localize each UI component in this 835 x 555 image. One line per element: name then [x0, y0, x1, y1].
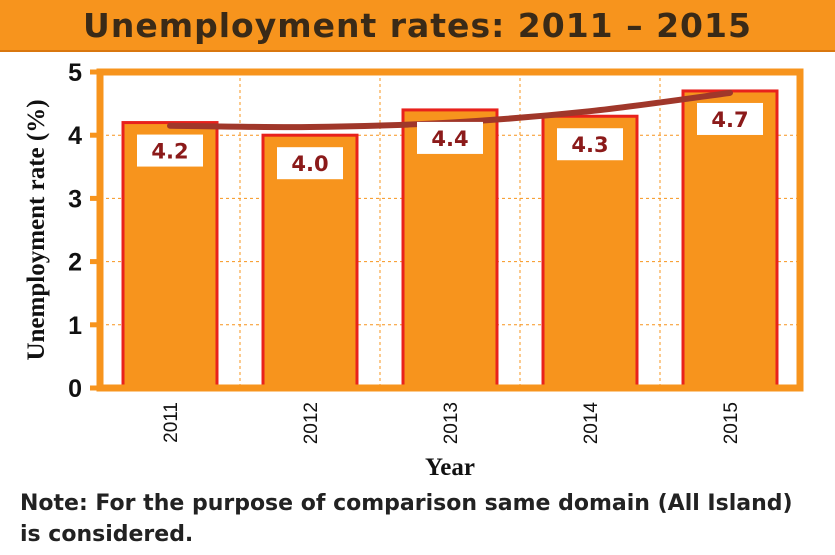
y-tick-label: 0	[68, 375, 82, 403]
data-label-box	[697, 102, 763, 135]
x-tick-label: 2011	[161, 402, 182, 443]
data-label: 4.0	[291, 152, 328, 176]
data-label-box	[277, 147, 343, 180]
data-label: 4.3	[571, 133, 608, 157]
x-tick-label: 2014	[581, 402, 602, 445]
data-label: 4.7	[711, 108, 748, 132]
axes: 0 1 2 3 4 5 2011 2012 2013 2014 2015 Year Unemployme…	[23, 59, 804, 481]
footnote: Note: For the purpose of comparison same…	[20, 491, 793, 547]
bar-2014	[541, 114, 639, 390]
y-tick-label: 2	[68, 249, 82, 277]
x-tick-label: 2013	[441, 402, 462, 444]
bar-2013	[401, 108, 499, 390]
data-labels: 4.2 4.0 4.4 4.3 4.7	[137, 102, 763, 180]
y-axis-title: Unemployment rate (%)	[23, 99, 50, 360]
y-tick-label: 1	[68, 312, 82, 340]
data-label-box	[137, 134, 203, 167]
data-label-box	[557, 128, 623, 161]
bar-2011	[121, 121, 219, 390]
x-tick-label: 2015	[721, 402, 742, 444]
unemployment-bar-chart: 4.2 4.0 4.4 4.3 4.7 0 1 2 3 4 5 2011 2012 2013 2014 20…	[23, 59, 804, 481]
bar-2015	[681, 89, 779, 390]
chart-title-bar: Unemployment rates: 2011 – 2015	[0, 0, 835, 52]
data-label-box	[417, 121, 483, 154]
y-tick-label: 3	[68, 185, 82, 213]
x-tick-label: 2012	[301, 402, 322, 444]
x-axis-title: Year	[425, 454, 475, 481]
bars	[121, 89, 779, 390]
y-tick-label: 5	[68, 59, 82, 87]
plot-frame	[96, 68, 804, 392]
chart-title: Unemployment rates: 2011 – 2015	[83, 5, 752, 45]
data-label: 4.4	[431, 127, 468, 151]
y-tick-label: 4	[68, 122, 82, 150]
data-label: 4.2	[151, 140, 188, 164]
